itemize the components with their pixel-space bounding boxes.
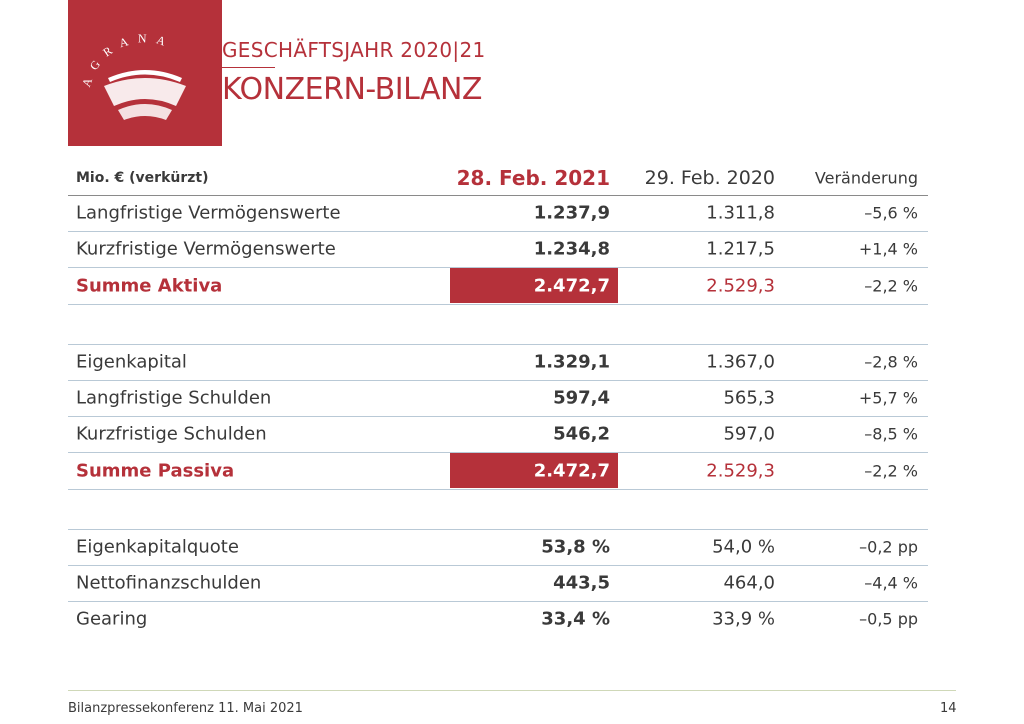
table-cell: 33,9 % [712, 608, 775, 630]
total-cell: 2.529,3 [706, 275, 775, 296]
column-header: Veränderung [814, 168, 918, 188]
total-highlight [450, 453, 618, 488]
total-cell: Summe Passiva [76, 460, 235, 481]
table-cell: 1.217,5 [706, 238, 775, 260]
section-rule [68, 344, 928, 345]
table-cell: 464,0 [723, 572, 775, 594]
row-rule [68, 231, 928, 232]
table-cell: 597,0 [723, 423, 775, 445]
total-cell: –2,2 % [864, 461, 918, 480]
table-cell: Nettofinanzschulden [76, 572, 262, 594]
table-cell: –0,5 pp [859, 609, 918, 629]
column-header: Mio. € (verkürzt) [76, 170, 209, 186]
total-cell: 2.472,7 [533, 275, 610, 296]
logo-graphic: AGRANA [79, 31, 186, 120]
header-rule [68, 195, 928, 196]
row-rule [68, 304, 928, 305]
footer-rule [68, 690, 956, 691]
row-rule [68, 267, 928, 268]
total-cell: 2.472,7 [533, 460, 610, 481]
title: KONZERN-BILANZ [222, 72, 482, 107]
column-header: 29. Feb. 2020 [644, 167, 775, 189]
logo: AGRANA [68, 0, 222, 146]
table-cell: +5,7 % [858, 388, 918, 408]
table-cell: Langfristige Schulden [76, 387, 272, 409]
table-cell: 1.367,0 [706, 351, 775, 373]
total-highlight [450, 268, 618, 303]
table-cell: Eigenkapital [76, 351, 187, 373]
table-cell: 54,0 % [712, 536, 775, 558]
table-cell: –2,8 % [864, 352, 918, 372]
table-cell: 597,4 [553, 387, 610, 409]
subtitle: GESCHÄFTSJAHR 2020|21 [222, 38, 486, 62]
row-rule [68, 452, 928, 453]
table-cell: –4,4 % [864, 573, 918, 593]
table-cell: 1.329,1 [533, 351, 610, 373]
page-number: 14 [940, 701, 957, 716]
total-cell: 2.529,3 [706, 460, 775, 481]
table-cell: 1.311,8 [706, 202, 775, 224]
table-cell: +1,4 % [858, 239, 918, 259]
table-cell: Eigenkapitalquote [76, 536, 239, 558]
total-cell: –2,2 % [864, 276, 918, 295]
column-header: 28. Feb. 2021 [456, 166, 610, 190]
table-cell: 53,8 % [541, 536, 610, 558]
table-cell: –5,6 % [864, 203, 918, 223]
row-rule [68, 380, 928, 381]
table-cell: 443,5 [553, 572, 610, 594]
subtitle-rule [222, 67, 275, 68]
table-cell: –8,5 % [864, 424, 918, 444]
table-cell: 33,4 % [541, 608, 610, 630]
table-cell: 1.237,9 [533, 202, 610, 224]
row-rule [68, 489, 928, 490]
total-cell: Summe Aktiva [76, 275, 223, 296]
table-cell: Kurzfristige Schulden [76, 423, 267, 445]
table-cell: 1.234,8 [533, 238, 610, 260]
table-cell: Langfristige Vermögenswerte [76, 202, 341, 224]
table-cell: 546,2 [553, 423, 610, 445]
row-rule [68, 601, 928, 602]
table-cell: Gearing [76, 608, 148, 630]
table-cell: Kurzfristige Vermögenswerte [76, 238, 336, 260]
row-rule [68, 565, 928, 566]
row-rule [68, 416, 928, 417]
table-cell: –0,2 pp [859, 537, 918, 557]
logo-field [104, 70, 186, 120]
footer-text: Bilanzpressekonferenz 11. Mai 2021 [68, 701, 303, 716]
table-cell: 565,3 [723, 387, 775, 409]
section-rule [68, 529, 928, 530]
